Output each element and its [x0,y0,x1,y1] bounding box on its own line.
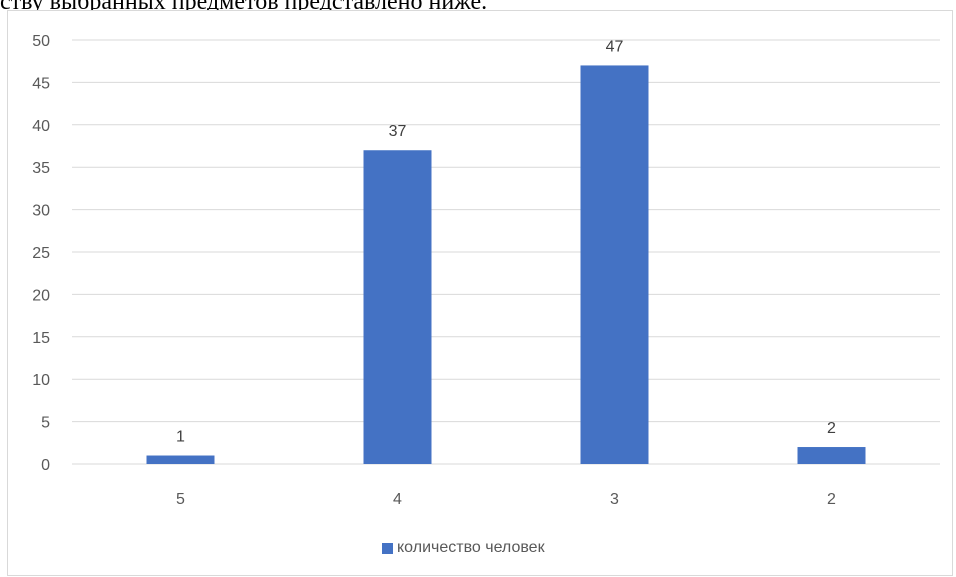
legend-swatch [382,542,393,554]
bars [146,65,866,465]
y-tick-label: 0 [41,457,50,474]
x-tick-label: 3 [610,491,619,508]
data-label: 1 [176,429,185,446]
y-tick-label: 30 [32,203,50,220]
y-tick-label: 50 [32,33,50,50]
y-tick-label: 5 [41,415,50,432]
y-tick-label: 20 [32,287,50,304]
x-tick-label: 2 [827,491,836,508]
y-tick-label: 10 [32,372,50,389]
y-tick-label: 40 [32,118,50,135]
data-labels: 1 37 47 2 [176,38,836,445]
legend-label: количество человек [397,539,545,556]
bar [363,150,432,465]
legend: количество человек [382,539,545,557]
x-tick-label: 5 [176,491,185,508]
bar [146,455,215,464]
y-tick-label: 35 [32,160,50,177]
data-label: 2 [827,420,836,437]
bar [797,447,866,464]
y-axis-ticks: 0 5 10 15 20 25 30 35 40 45 50 [32,33,50,474]
bar [580,65,649,464]
y-tick-label: 25 [32,245,50,262]
data-label: 47 [606,38,624,55]
data-label: 37 [389,123,407,140]
x-axis-ticks: 5 4 3 2 [176,491,836,508]
x-tick-label: 4 [393,491,402,508]
y-tick-label: 45 [32,75,50,92]
gridlines [72,39,940,465]
y-tick-label: 15 [32,330,50,347]
chart-frame [7,10,953,576]
